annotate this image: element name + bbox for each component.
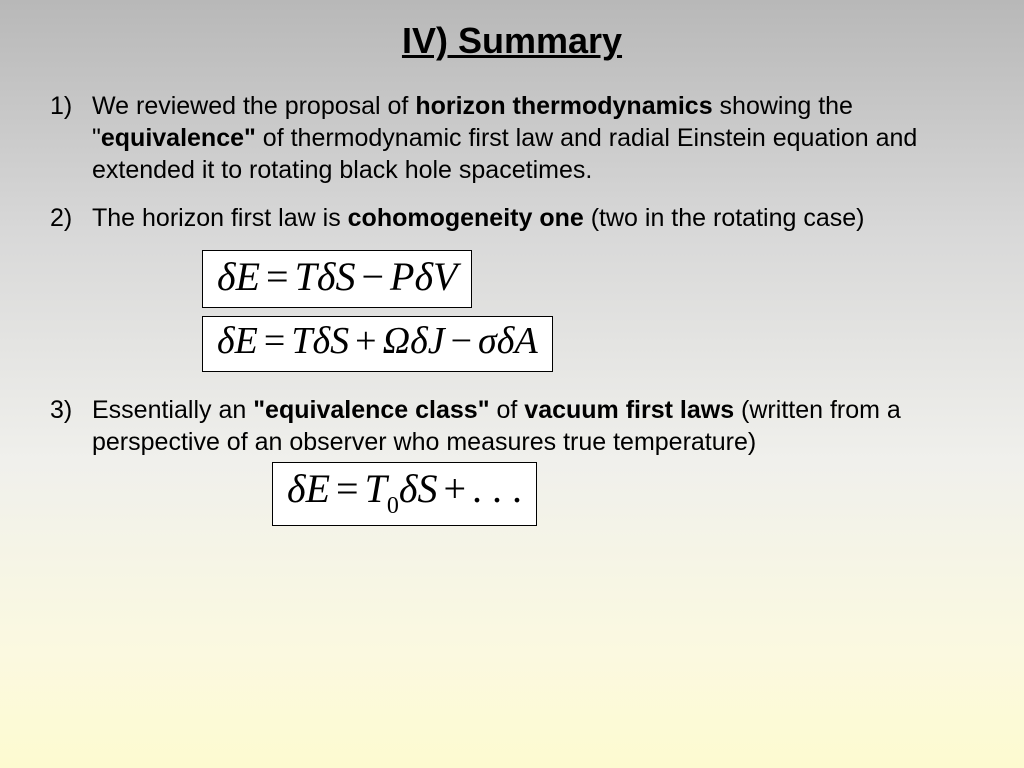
op-eq: = [260, 254, 295, 299]
text: (two in the rotating case) [584, 204, 865, 232]
ellipsis: . . . [472, 466, 522, 511]
list-item-3: Essentially an "equivalence class" of va… [50, 394, 974, 530]
text: The horizon first law is [92, 204, 348, 232]
bold-text: equivalence" [101, 124, 256, 152]
var-Omega: Ω [383, 320, 410, 362]
var-dV: δV [414, 254, 457, 299]
var-dE: δE [287, 466, 330, 511]
var-dJ: δJ [410, 320, 445, 362]
bold-text: cohomogeneity one [348, 204, 584, 232]
summary-list: We reviewed the proposal of horizon ther… [50, 90, 974, 530]
var-dS: δS [399, 466, 438, 511]
var-T: T [291, 320, 312, 362]
var-dE: δE [217, 320, 258, 362]
var-T: T [295, 254, 317, 299]
equation-group: δE=T0δS+. . . [92, 462, 974, 530]
slide-title: IV) Summary [50, 20, 974, 62]
bold-text: horizon thermodynamics [415, 92, 712, 120]
list-item-2: The horizon first law is cohomogeneity o… [50, 202, 974, 376]
op-minus: − [355, 254, 390, 299]
var-P: P [390, 254, 414, 299]
sub-0: 0 [387, 493, 399, 519]
var-dS: δS [312, 320, 349, 362]
text: Essentially an [92, 396, 253, 424]
var-dA: δA [497, 320, 538, 362]
bold-text: vacuum first laws [524, 396, 734, 424]
var-dE: δE [217, 254, 260, 299]
list-item-1: We reviewed the proposal of horizon ther… [50, 90, 974, 186]
op-eq: = [258, 320, 291, 362]
equation-3: δE=T0δS+. . . [272, 462, 537, 526]
op-plus: + [437, 466, 472, 511]
equation-1: δE=TδS−PδV [202, 250, 472, 308]
op-minus: − [445, 320, 478, 362]
var-sigma: σ [478, 320, 497, 362]
bold-text: "equivalence class" [253, 396, 489, 424]
op-eq: = [330, 466, 365, 511]
var-T: T [365, 466, 387, 511]
text: of [490, 396, 525, 424]
equation-group: δE=TδS−PδV δE=TδS+ΩδJ−σδA [92, 246, 974, 376]
op-plus: + [349, 320, 382, 362]
equation-2: δE=TδS+ΩδJ−σδA [202, 316, 553, 372]
text: We reviewed the proposal of [92, 92, 415, 120]
var-dS: δS [317, 254, 356, 299]
